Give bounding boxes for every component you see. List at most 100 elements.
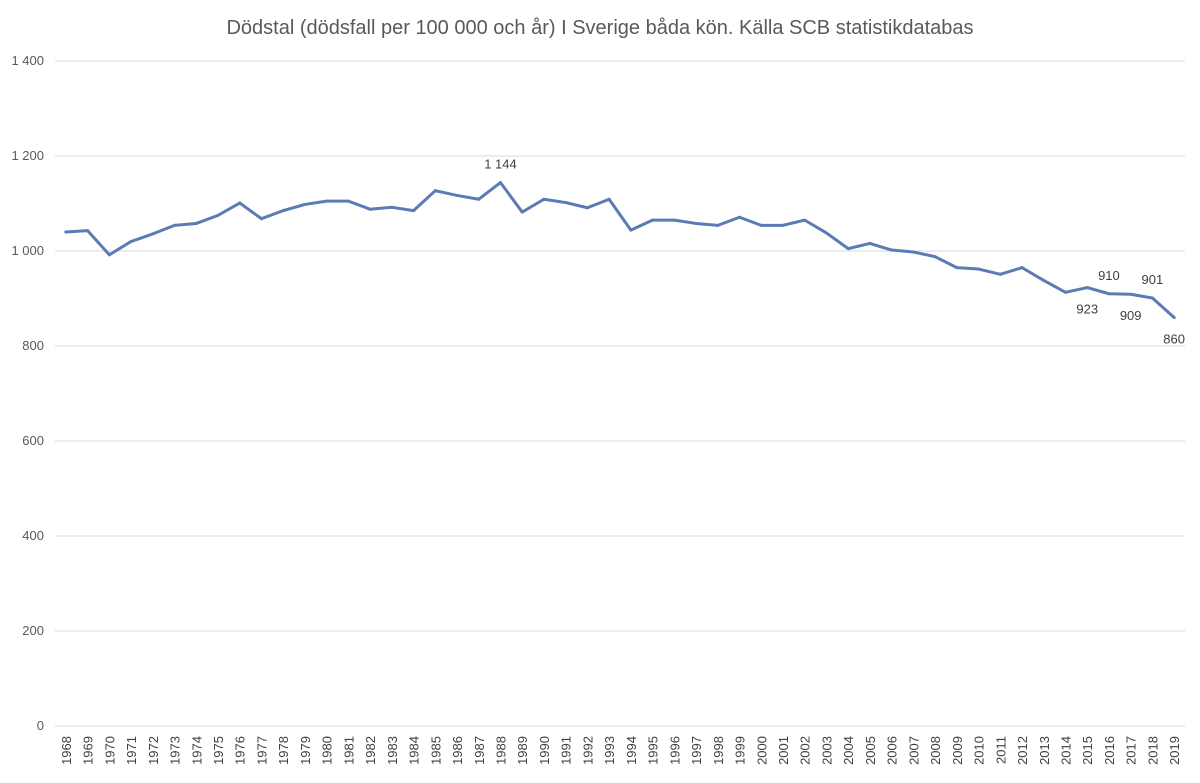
data-point [998, 272, 1002, 276]
y-tick-label: 1 000 [11, 243, 44, 258]
x-tick-label: 1968 [59, 736, 74, 765]
x-tick-label: 2003 [819, 736, 834, 765]
data-labels: 1 144 923 910 909 901 860 [484, 157, 1185, 347]
x-tick-label: 2007 [906, 736, 921, 765]
x-tick-label: 1998 [711, 736, 726, 765]
data-point [194, 221, 198, 225]
x-tick-label: 1999 [733, 736, 748, 765]
data-point [868, 241, 872, 245]
x-tick-label: 2008 [928, 736, 943, 765]
data-label: 860 [1163, 332, 1185, 347]
x-tick-label: 1990 [537, 736, 552, 765]
y-tick-label: 600 [22, 433, 44, 448]
data-point [694, 221, 698, 225]
data-point [498, 181, 502, 185]
data-point [672, 218, 676, 222]
x-tick-label: 1975 [211, 736, 226, 765]
data-point [585, 206, 589, 210]
y-tick-label: 400 [22, 528, 44, 543]
data-label: 1 144 [484, 157, 517, 172]
data-point [1042, 278, 1046, 282]
x-tick-label: 1997 [689, 736, 704, 765]
x-tick-label: 1992 [580, 736, 595, 765]
data-point [890, 248, 894, 252]
data-point [651, 218, 655, 222]
data-point [390, 205, 394, 209]
data-point [64, 230, 68, 234]
y-tick-label: 800 [22, 338, 44, 353]
data-point [911, 250, 915, 254]
x-tick-label: 1979 [298, 736, 313, 765]
series-line [64, 181, 1176, 319]
x-tick-label: 2002 [798, 736, 813, 765]
x-tick-label: 1991 [559, 736, 574, 765]
data-point [107, 253, 111, 257]
data-point [216, 213, 220, 217]
data-point [455, 193, 459, 197]
data-point [1172, 316, 1176, 319]
data-point [259, 217, 263, 221]
data-point [542, 197, 546, 201]
x-tick-label: 1972 [146, 736, 161, 765]
data-point [781, 223, 785, 227]
data-point [325, 199, 329, 203]
x-tick-label: 1977 [254, 736, 269, 765]
data-point [738, 215, 742, 219]
data-point [520, 210, 524, 214]
data-point [346, 199, 350, 203]
x-tick-label: 2013 [1037, 736, 1052, 765]
data-label: 910 [1098, 268, 1120, 283]
y-axis-ticks: 0 200 400 600 800 1 000 1 200 1 400 [11, 53, 44, 733]
x-tick-label: 2018 [1145, 736, 1160, 765]
data-point [1129, 292, 1133, 296]
x-tick-label: 1995 [646, 736, 661, 765]
x-tick-label: 1987 [472, 736, 487, 765]
data-point [1107, 292, 1111, 296]
x-tick-label: 2000 [754, 736, 769, 765]
data-point [564, 201, 568, 205]
data-point [303, 202, 307, 206]
data-point [607, 197, 611, 201]
data-point [433, 189, 437, 193]
gridlines [55, 60, 1185, 727]
x-tick-label: 2005 [863, 736, 878, 765]
x-tick-label: 2001 [776, 736, 791, 765]
chart-title: Dödstal (dödsfall per 100 000 och år) I … [226, 17, 973, 39]
data-point [1063, 290, 1067, 294]
x-tick-label: 2010 [972, 736, 987, 765]
x-tick-label: 2004 [841, 736, 856, 765]
y-tick-label: 200 [22, 623, 44, 638]
y-tick-label: 1 400 [11, 53, 44, 68]
data-label: 923 [1076, 302, 1098, 317]
x-tick-label: 1970 [102, 736, 117, 765]
x-tick-label: 1989 [515, 736, 530, 765]
data-point [977, 267, 981, 271]
data-label: 901 [1142, 272, 1164, 287]
data-point [1085, 286, 1089, 290]
data-point [412, 209, 416, 213]
data-point [824, 231, 828, 235]
data-point [281, 209, 285, 213]
x-tick-label: 2006 [885, 736, 900, 765]
x-tick-label: 1993 [602, 736, 617, 765]
data-point [1150, 296, 1154, 300]
x-tick-label: 1971 [124, 736, 139, 765]
x-tick-label: 1978 [276, 736, 291, 765]
x-tick-label: 2012 [1015, 736, 1030, 765]
series-layer [64, 181, 1176, 319]
x-tick-label: 1985 [428, 736, 443, 765]
data-point [955, 266, 959, 270]
y-tick-label: 0 [37, 718, 44, 733]
data-point [368, 207, 372, 211]
x-tick-label: 1983 [385, 736, 400, 765]
data-point [803, 218, 807, 222]
x-tick-label: 1994 [624, 736, 639, 765]
data-point [238, 201, 242, 205]
x-tick-label: 1973 [168, 736, 183, 765]
x-tick-label: 2014 [1058, 736, 1073, 765]
x-tick-label: 1988 [493, 736, 508, 765]
x-tick-label: 1980 [320, 736, 335, 765]
x-tick-label: 1984 [407, 736, 422, 765]
x-tick-label: 1976 [233, 736, 248, 765]
